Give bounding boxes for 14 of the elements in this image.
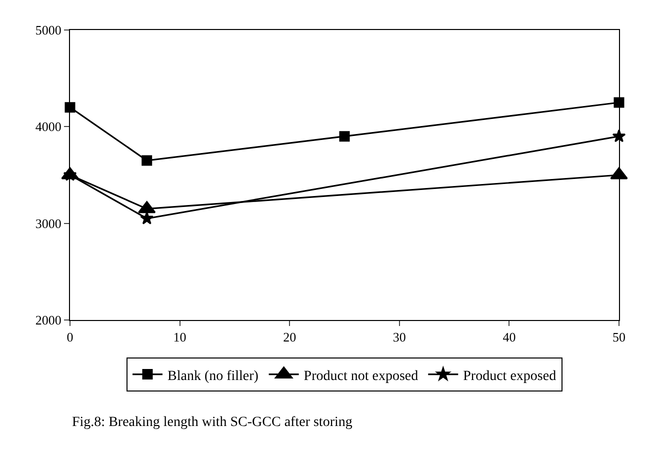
y-tick-label: 2000 <box>35 312 62 328</box>
x-tick-label: 50 <box>612 330 626 345</box>
x-tick-label: 20 <box>283 330 296 345</box>
y-tick-label: 3000 <box>35 216 62 231</box>
x-tick-label: 30 <box>392 330 406 345</box>
y-tick-label: 4000 <box>35 119 62 134</box>
legend-label: Blank (no filler) <box>168 368 259 384</box>
x-tick-label: 40 <box>502 330 516 345</box>
legend-label: Product exposed <box>463 368 556 384</box>
y-tick-label: 5000 <box>35 22 62 38</box>
x-tick-label: 10 <box>173 330 186 345</box>
legend-label: Product not exposed <box>304 368 418 384</box>
caption: Fig.8: Breaking length with SC-GCC after storing <box>72 415 352 430</box>
x-tick-label: 0 <box>66 330 74 345</box>
